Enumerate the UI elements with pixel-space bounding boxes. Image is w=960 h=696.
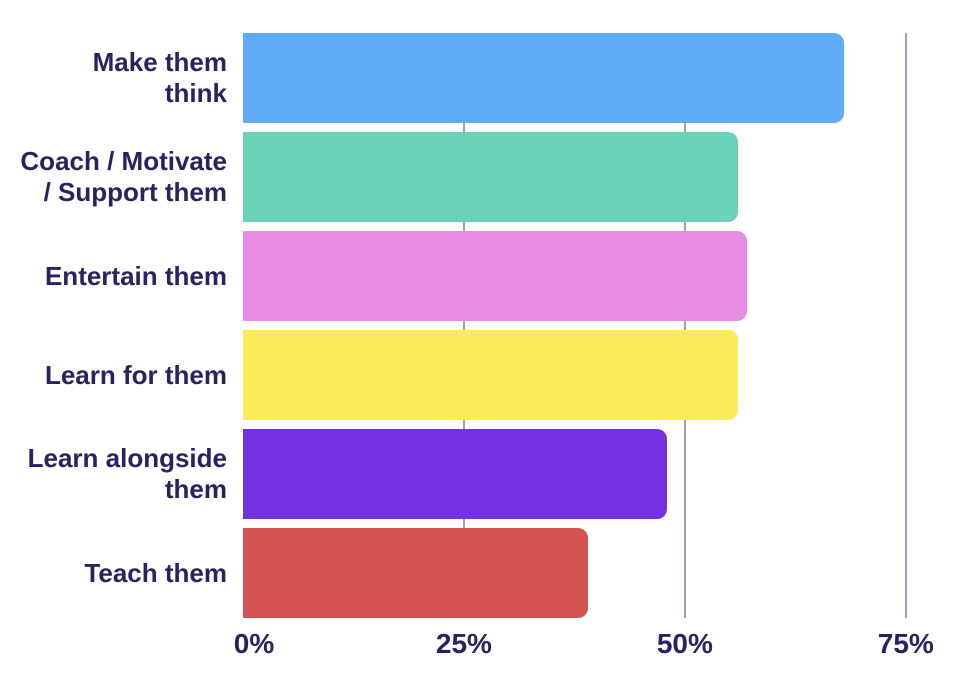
x-tick-label: 75% (877, 628, 934, 659)
category-label: Entertain them (44, 260, 227, 291)
x-tick-label: 25% (435, 628, 492, 659)
bar-row: Teach them (0, 528, 960, 618)
category-label: Coach / Motivate / Support them (20, 146, 227, 207)
plot-area (243, 33, 950, 618)
gridline-75 (905, 33, 907, 618)
bar (243, 429, 668, 519)
bar-row: Learn for them (0, 330, 960, 420)
category-label: Learn alongside them (27, 443, 227, 504)
bar-row: Entertain them (0, 231, 960, 321)
bar (243, 33, 844, 123)
gridline-50 (684, 33, 686, 618)
category-label: Teach them (84, 557, 227, 588)
x-axis: 0% 25% 50% 75% (0, 628, 960, 668)
x-tick-label: 50% (656, 628, 713, 659)
bar-row: Make them think (0, 33, 960, 123)
x-tick-label: 0% (233, 628, 275, 659)
bar (243, 231, 747, 321)
bar (243, 330, 738, 420)
bar (243, 132, 738, 222)
category-label: Make them think (92, 47, 227, 108)
bar-row: Coach / Motivate / Support them (0, 132, 960, 222)
gridline-25 (463, 33, 465, 618)
category-label: Learn for them (44, 359, 227, 390)
bar-row: Learn alongside them (0, 429, 960, 519)
bar (243, 528, 588, 618)
